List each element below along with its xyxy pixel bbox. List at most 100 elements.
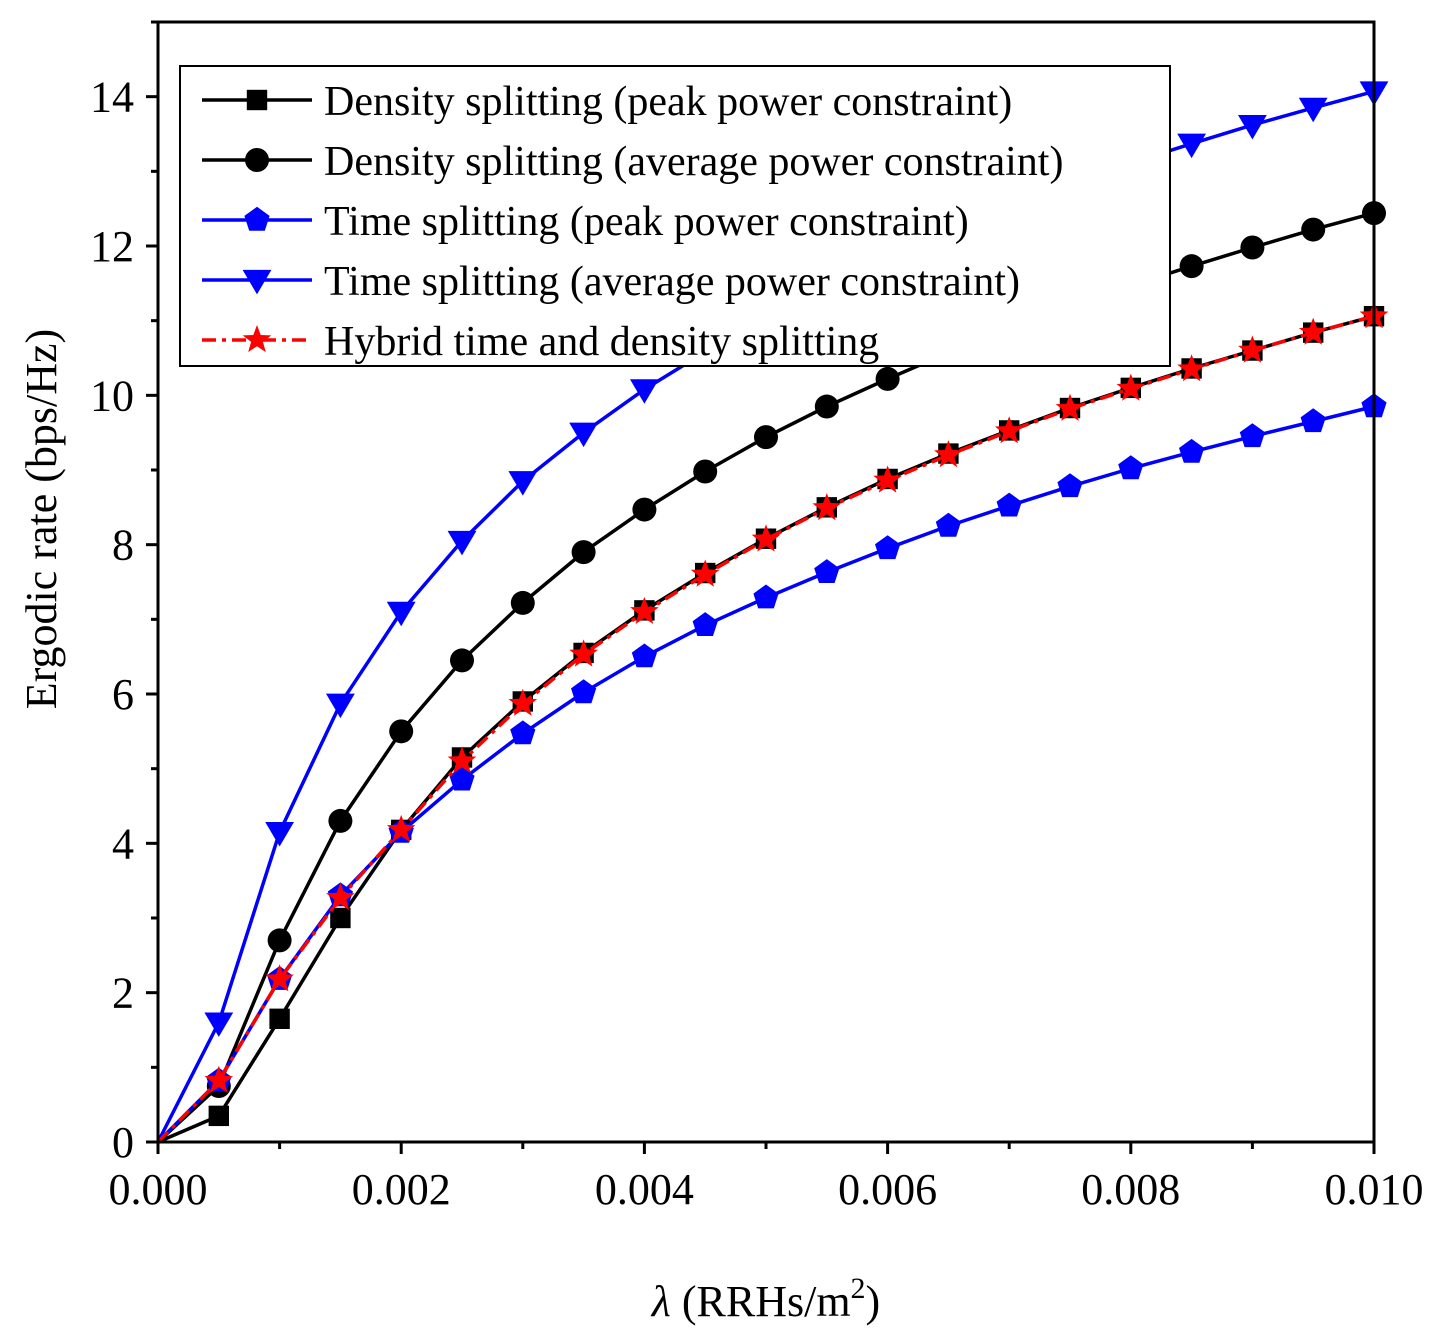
series-4-point [447, 530, 477, 556]
series-4-point [265, 822, 294, 847]
legend-marker [246, 89, 268, 111]
legend: Density splitting (peak power constraint… [179, 65, 1171, 367]
series-2-point [267, 928, 292, 953]
series-3-point [571, 679, 597, 704]
series-2-point [328, 808, 353, 833]
series-5-point [812, 493, 842, 521]
y-tick-label: 2 [112, 969, 134, 1018]
series-2-point [875, 366, 900, 391]
series-3-point [1118, 455, 1144, 480]
x-axis-superscript: 2 [851, 1272, 866, 1305]
y-tick-label: 10 [90, 371, 134, 420]
series-3-point [875, 535, 901, 560]
legend-label: Hybrid time and density splitting [324, 319, 879, 365]
series-3-line [156, 404, 1375, 1144]
series-5-point [873, 465, 902, 493]
series-5-point [265, 964, 294, 992]
series-4-point [386, 601, 416, 627]
series-1-point [269, 1008, 290, 1029]
series-5-point [447, 746, 477, 774]
series-5-point [204, 1065, 234, 1093]
series-4-point [1177, 133, 1206, 159]
series-3-point [449, 766, 475, 791]
legend-marker [245, 148, 269, 172]
series-3-point [692, 612, 718, 636]
series-5-point [1055, 393, 1085, 421]
series-5-point [508, 688, 538, 716]
series-2-point [571, 540, 596, 565]
series-3-point [753, 584, 779, 609]
legend-item: Time splitting (peak power constraint) [202, 199, 969, 245]
legend-item: Time splitting (average power constraint… [202, 259, 1020, 305]
legend-label: Time splitting (peak power constraint) [324, 199, 969, 245]
series-5 [156, 301, 1389, 1144]
series-3-point [510, 720, 536, 745]
series-1-point [208, 1105, 229, 1127]
series-2-point [1301, 217, 1326, 242]
series-4-point [569, 422, 598, 448]
series-5-point [751, 524, 781, 552]
series-5-point [1116, 373, 1146, 401]
series-3-point [1057, 473, 1083, 498]
legend-label: Density splitting (average power constra… [324, 139, 1063, 185]
series-5-point [326, 882, 355, 910]
y-tick-label: 4 [112, 819, 134, 868]
series-4-point [630, 379, 659, 404]
series-2-point [389, 719, 414, 744]
series-5-point [934, 440, 963, 468]
series-5-line [156, 314, 1375, 1144]
series-5-point [386, 814, 416, 842]
x-tick-label: 0.002 [352, 1165, 451, 1214]
y-tick-label: 12 [90, 222, 134, 271]
series-4-point [508, 471, 538, 496]
series-3 [156, 393, 1387, 1144]
x-tick-label: 0.004 [595, 1165, 694, 1214]
x-axis-symbol: λ [650, 1277, 671, 1326]
legend-label: Time splitting (average power constraint… [324, 259, 1020, 305]
series-5-point [630, 596, 659, 624]
x-axis-label: λ (RRHs/m2) [650, 1272, 880, 1326]
x-tick-label: 0.010 [1325, 1165, 1424, 1214]
legend-marker [244, 206, 270, 231]
x-axis-close: ) [866, 1277, 881, 1326]
y-tick-label: 14 [90, 73, 134, 122]
series-4-point [1298, 97, 1328, 123]
series-2-point [632, 497, 657, 522]
legend-marker [242, 269, 272, 295]
series-4-point [326, 693, 355, 719]
y-axis-label: Ergodic rate (bps/Hz) [17, 329, 66, 709]
series-5-point [1177, 354, 1206, 382]
series-2-point [450, 648, 474, 673]
series-4-point [204, 1012, 234, 1037]
legend-box [179, 65, 1171, 367]
series-2-point [693, 459, 718, 484]
series-5-point [690, 559, 720, 587]
x-tick-label: 0.008 [1081, 1165, 1180, 1214]
series-4-point [1238, 114, 1267, 140]
series-5-point [1298, 317, 1328, 345]
series-3-point [1239, 423, 1265, 448]
x-tick-label: 0.006 [838, 1165, 937, 1214]
series-5-point [569, 639, 598, 667]
y-tick-label: 6 [112, 670, 134, 719]
legend-item: Density splitting (average power constra… [202, 139, 1063, 185]
series-1-point [330, 907, 351, 929]
legend-marker [242, 325, 272, 353]
series-5-point [1238, 335, 1267, 363]
series-2-point [1240, 235, 1265, 260]
series-3-point [935, 512, 961, 537]
series-3-point [631, 643, 657, 668]
y-tick-label: 0 [112, 1118, 134, 1167]
series-3-point [1179, 438, 1205, 463]
series-2-point [1179, 254, 1204, 279]
y-tick-label: 8 [112, 521, 134, 570]
series-2-point [814, 394, 839, 419]
series-3-point [814, 559, 840, 583]
x-axis-units: (RRHs/m [671, 1277, 851, 1326]
legend-label: Density splitting (peak power constraint… [324, 79, 1012, 125]
series-5-point [994, 416, 1024, 444]
axes: 0.000 0.002 0.004 0.006 0.008 0.010 0 2 4 6 8 10 12 1… [90, 20, 1424, 1214]
series-2-point [510, 590, 535, 615]
legend-item: Hybrid time and density splitting [202, 319, 879, 365]
